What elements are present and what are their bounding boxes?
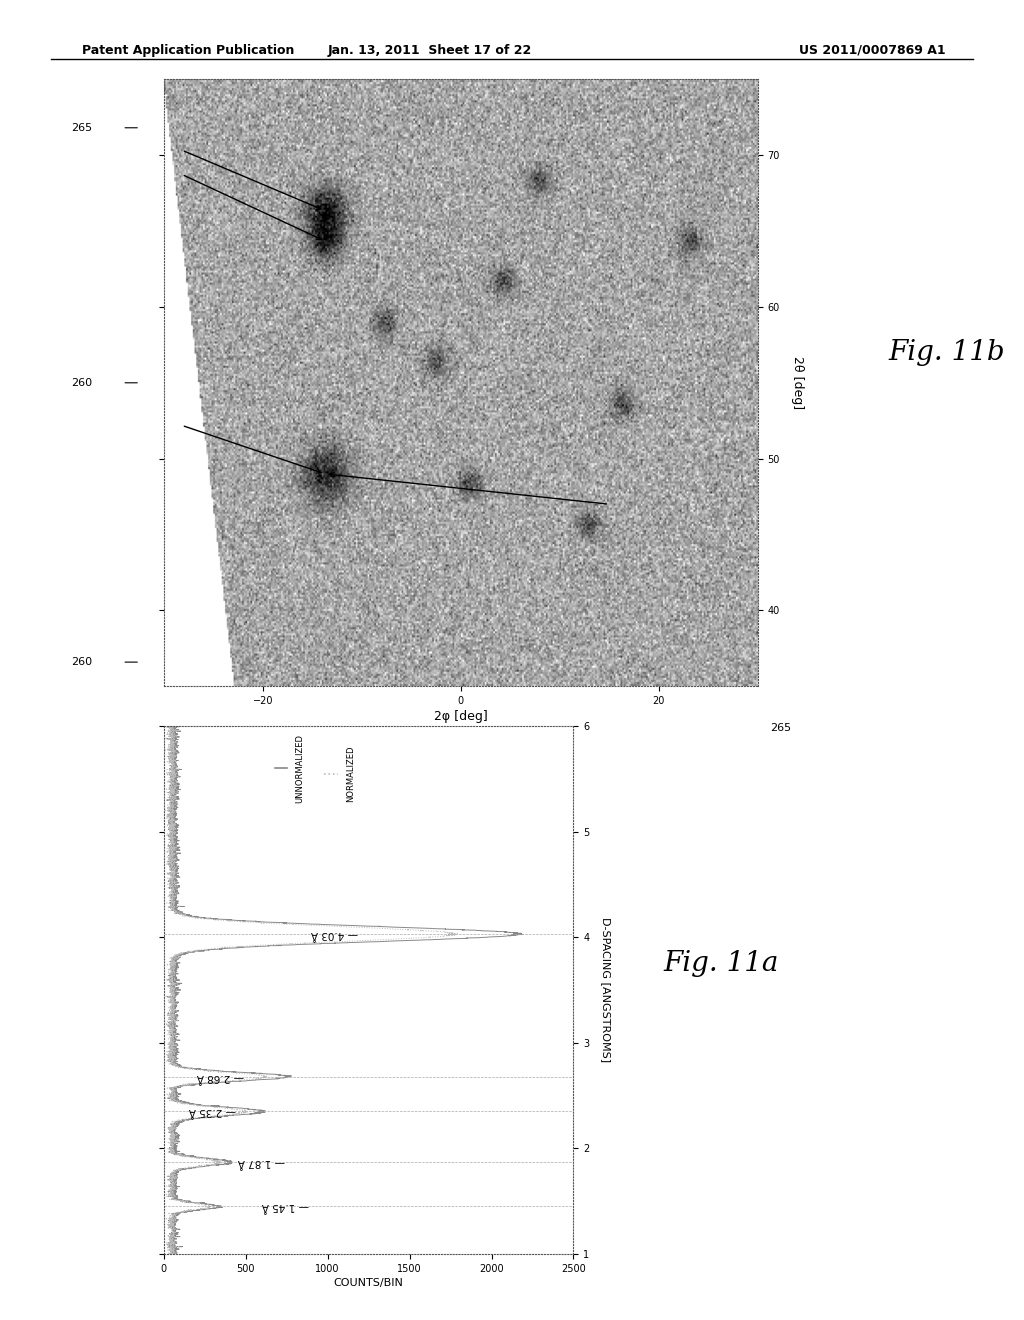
Text: 260: 260	[72, 378, 92, 388]
Text: 260: 260	[72, 657, 92, 667]
Text: Fig. 11a: Fig. 11a	[664, 950, 779, 977]
Text: — 2.35 Å: — 2.35 Å	[188, 1106, 236, 1117]
Text: Patent Application Publication: Patent Application Publication	[82, 44, 294, 57]
X-axis label: 2φ [deg]: 2φ [deg]	[434, 710, 487, 723]
Text: Jan. 13, 2011  Sheet 17 of 22: Jan. 13, 2011 Sheet 17 of 22	[328, 44, 532, 57]
Text: 265: 265	[72, 123, 92, 133]
Text: UNNORMALIZED: UNNORMALIZED	[295, 734, 304, 803]
Y-axis label: 2θ [deg]: 2θ [deg]	[791, 356, 804, 409]
Text: NORMALIZED: NORMALIZED	[346, 746, 354, 801]
Y-axis label: D-SPACING [ANGSTROMS]: D-SPACING [ANGSTROMS]	[600, 917, 610, 1063]
Text: — 1.45 Å: — 1.45 Å	[262, 1201, 309, 1212]
Text: US 2011/0007869 A1: US 2011/0007869 A1	[799, 44, 945, 57]
Text: 265: 265	[770, 723, 791, 733]
Text: — 4.03 Å: — 4.03 Å	[311, 929, 358, 939]
Text: — 2.68 Å: — 2.68 Å	[197, 1072, 244, 1081]
Text: Fig. 11b: Fig. 11b	[889, 339, 1005, 366]
Text: — 1.87 Å: — 1.87 Å	[238, 1158, 285, 1167]
X-axis label: COUNTS/BIN: COUNTS/BIN	[334, 1278, 403, 1288]
